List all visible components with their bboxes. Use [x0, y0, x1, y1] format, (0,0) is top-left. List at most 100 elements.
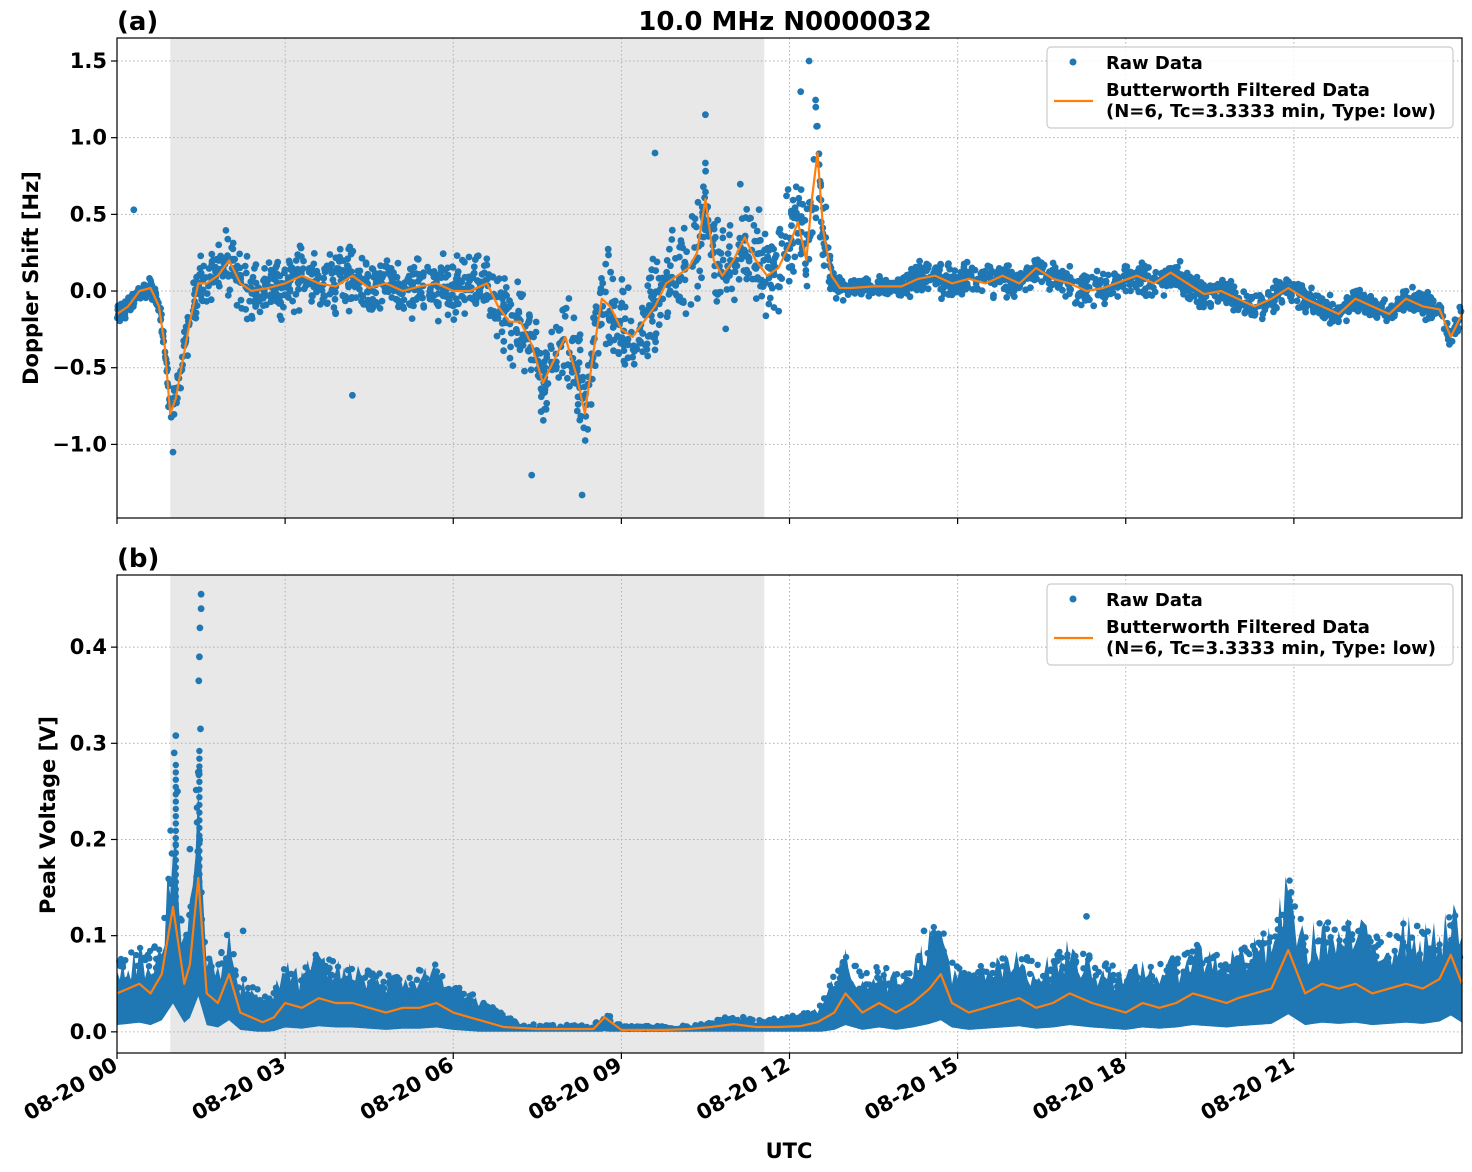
raw-data-point [1372, 978, 1379, 985]
raw-data-point [1395, 958, 1403, 965]
raw-data-point [252, 303, 259, 310]
raw-data-point [758, 292, 766, 300]
raw-data-point [1207, 283, 1215, 290]
raw-data-point [328, 285, 336, 293]
raw-data-point [406, 974, 413, 981]
raw-data-point [336, 253, 344, 261]
raw-outlier-point [528, 471, 536, 479]
raw-data-point [1101, 962, 1109, 970]
raw-data-point [1179, 283, 1186, 291]
raw-data-point [1234, 955, 1241, 962]
raw-data-point [1452, 912, 1459, 919]
raw-data-point [190, 896, 197, 903]
x-tick-label: 08-20 00 [20, 1053, 122, 1126]
raw-data-point [1187, 291, 1194, 299]
raw-outlier-point [170, 749, 178, 757]
raw-data-point [1157, 960, 1164, 968]
raw-data-point [172, 849, 179, 856]
x-tick-label: 08-20 18 [1028, 1053, 1130, 1126]
raw-data-point [261, 275, 268, 283]
raw-data-point [373, 991, 380, 998]
raw-data-point [772, 251, 780, 259]
raw-data-point [1193, 941, 1201, 949]
raw-data-point [183, 932, 190, 939]
raw-data-point [381, 284, 389, 292]
raw-data-point [765, 256, 772, 264]
raw-outlier-point [130, 206, 138, 214]
raw-data-point [1091, 964, 1099, 972]
raw-data-point [694, 198, 702, 206]
raw-data-point [1272, 933, 1279, 940]
raw-data-point [798, 213, 805, 220]
raw-data-point [435, 299, 442, 307]
raw-data-point [722, 325, 730, 333]
raw-data-point [676, 243, 683, 251]
raw-data-point [826, 982, 834, 989]
raw-data-point [1187, 971, 1195, 979]
raw-data-point [575, 359, 583, 366]
raw-data-point [312, 951, 319, 958]
raw-data-point [619, 287, 626, 295]
raw-data-point [244, 990, 251, 998]
raw-data-point [804, 1009, 811, 1017]
raw-data-point [795, 194, 803, 202]
raw-data-point [1435, 946, 1442, 953]
raw-data-point [949, 959, 956, 966]
raw-data-point [651, 333, 659, 341]
raw-data-point [972, 988, 980, 995]
raw-data-point [1385, 954, 1392, 962]
raw-data-point [450, 316, 458, 323]
raw-outlier-point [651, 149, 659, 157]
raw-data-point [776, 273, 784, 281]
raw-outlier-point [186, 845, 194, 853]
raw-data-point [1065, 971, 1073, 979]
raw-data-point [1418, 928, 1426, 935]
doppler-y-ticks: 1.5 1.0 0.5 0.0 −0.5 −1.0 [52, 49, 117, 456]
raw-data-point [651, 346, 659, 354]
raw-data-point [916, 268, 923, 276]
voltage-legend-box [1046, 583, 1454, 666]
raw-data-point [594, 349, 602, 357]
raw-data-point [446, 301, 454, 308]
raw-data-point [509, 362, 517, 369]
raw-data-point [599, 311, 607, 319]
raw-data-point [1393, 933, 1401, 940]
raw-data-point [561, 312, 569, 320]
raw-data-point [863, 969, 870, 977]
raw-data-point [1424, 288, 1432, 296]
raw-data-point [1056, 283, 1063, 291]
raw-data-point [652, 267, 660, 274]
raw-data-point [172, 871, 179, 878]
raw-data-point [1262, 964, 1270, 971]
raw-data-point [1400, 920, 1407, 927]
raw-data-point [300, 285, 308, 293]
raw-data-point [401, 279, 409, 286]
raw-data-point [794, 238, 802, 246]
raw-data-point [940, 947, 947, 955]
y-tick-label: 0.2 [70, 827, 107, 851]
raw-data-point [172, 842, 179, 849]
raw-data-point [1193, 964, 1200, 971]
raw-data-point [639, 348, 647, 356]
raw-data-point [944, 261, 952, 269]
raw-data-point [766, 294, 774, 302]
raw-data-point [1189, 948, 1196, 955]
raw-data-point [1012, 973, 1019, 980]
panel-b-label: (b) [117, 544, 159, 574]
raw-data-point [172, 791, 179, 798]
raw-data-point [500, 347, 507, 355]
raw-data-point [483, 261, 491, 269]
raw-data-point [1327, 934, 1334, 941]
raw-data-point [752, 265, 760, 272]
raw-data-point [576, 346, 584, 354]
raw-outlier-point [197, 605, 205, 613]
raw-data-point [851, 991, 858, 998]
raw-data-point [1437, 958, 1445, 965]
raw-data-point [146, 955, 153, 962]
raw-data-point [1240, 288, 1248, 296]
raw-data-point [213, 976, 220, 983]
raw-data-point [1003, 294, 1011, 301]
raw-data-point [1272, 277, 1280, 285]
raw-data-point [886, 982, 893, 989]
raw-data-point [364, 288, 372, 296]
